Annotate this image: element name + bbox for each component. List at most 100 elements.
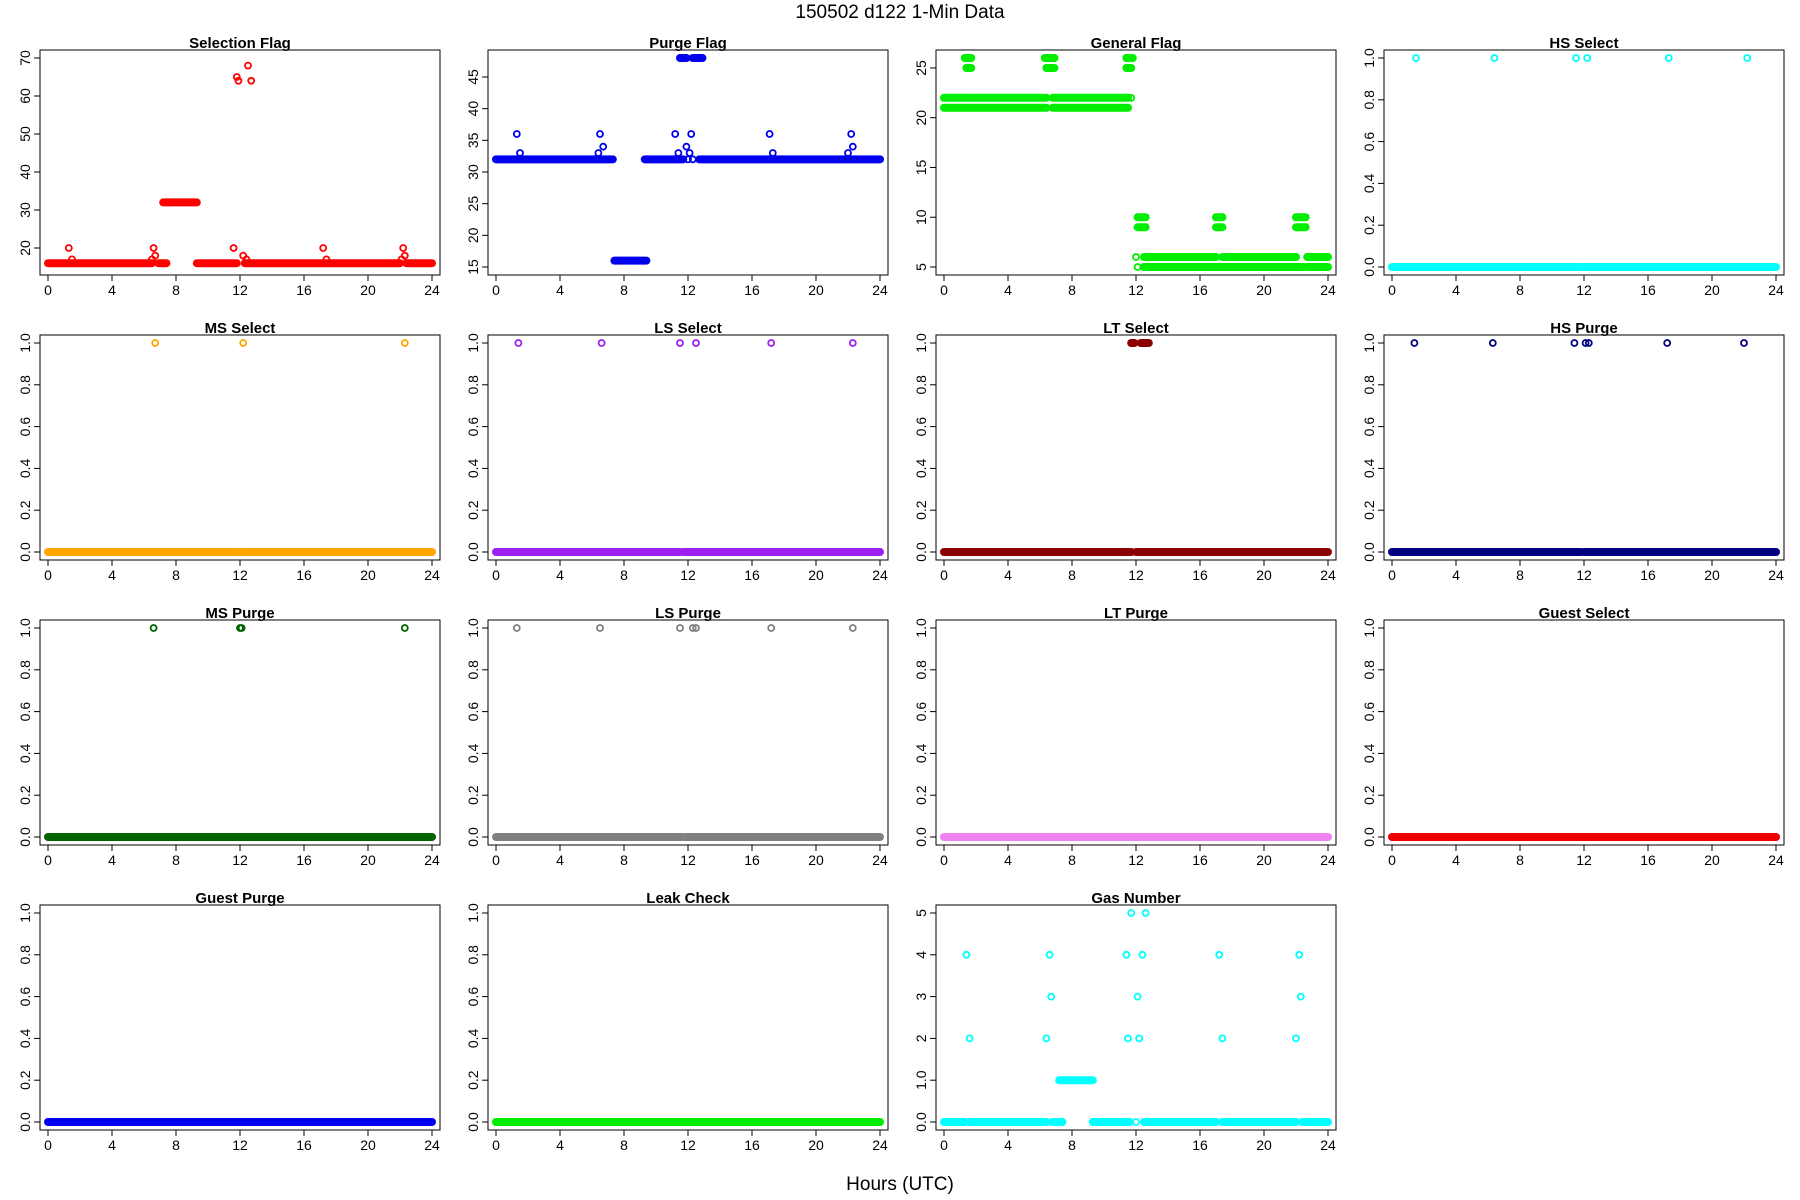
data-point [68, 255, 76, 264]
series-ms-purge [44, 624, 436, 841]
data-point [1412, 54, 1420, 62]
y-axis: 0.0 0.2 0.4 0.6 0.8 1.0 [17, 618, 40, 847]
y-tick-label: 25 [913, 60, 929, 76]
data-point [1584, 339, 1593, 347]
y-tick-label: 3 [913, 992, 929, 1000]
y-tick-label: 1.0 [913, 333, 929, 353]
plot-frame [935, 49, 1337, 276]
x-tick-label: 12 [1576, 852, 1592, 868]
y-tick-label: 0.8 [465, 375, 481, 395]
plot-frame [1383, 334, 1785, 561]
panel-lt-purge: LT Purge 0 4 8 12 16 20 24 0.0 0.2 0.4 0.6 0.8 1.0 [913, 605, 1337, 868]
x-tick-label: 4 [556, 852, 564, 868]
panel-leak-check: Leak Check 0 4 8 12 16 20 24 0.0 0.2 0.4 0.6 0.8 1.0 [465, 890, 889, 1153]
x-tick-label: 16 [296, 567, 312, 583]
data-point [1133, 992, 1142, 1001]
x-tick-label: 24 [424, 1137, 440, 1153]
x-tick-label: 0 [940, 852, 948, 868]
data-point [962, 950, 971, 959]
x-tick-label: 4 [108, 852, 116, 868]
panel-title: LS Select [654, 320, 722, 337]
data-point [1045, 950, 1054, 959]
y-tick-label: 0.4 [465, 458, 481, 478]
x-axis: 0 4 8 12 16 20 24 [940, 559, 1336, 583]
x-tick-label: 24 [424, 567, 440, 583]
data-point [1296, 992, 1305, 1001]
x-tick-label: 20 [1704, 852, 1720, 868]
figure-title: 150502 d122 1-Min Data [795, 2, 1005, 23]
data-point [688, 155, 697, 164]
x-tick-label: 12 [1128, 852, 1144, 868]
data-point [239, 339, 248, 347]
x-axis: 0 4 8 12 16 20 24 [940, 274, 1336, 298]
x-tick-label: 24 [424, 852, 440, 868]
x-tick-label: 20 [1256, 282, 1272, 298]
x-tick-label: 0 [492, 852, 500, 868]
y-tick-label: 0.0 [913, 827, 929, 847]
y-tick-label: 0.6 [465, 417, 481, 437]
y-tick-label: 0.6 [1361, 417, 1377, 437]
y-tick-label: 0.6 [465, 987, 481, 1007]
data-point [151, 251, 160, 260]
x-axis: 0 4 8 12 16 20 24 [940, 844, 1336, 868]
data-point [768, 149, 777, 157]
x-tick-label: 16 [1640, 567, 1656, 583]
x-tick-label: 16 [296, 852, 312, 868]
y-tick-label: 0.4 [17, 743, 33, 763]
y-tick-label: 0.2 [465, 500, 481, 520]
y-tick-label: 30 [17, 202, 33, 218]
panel-guest-purge: Guest Purge 0 4 8 12 16 20 24 0.0 0.2 0.4 0.6 0.8 1.0 [17, 890, 441, 1153]
data-point [692, 624, 700, 632]
y-tick-label: 0.6 [465, 702, 481, 722]
panel-title: Guest Purge [195, 890, 284, 907]
data-point [847, 130, 856, 138]
data-point [1141, 909, 1150, 917]
y-tick-label: 0.2 [1361, 785, 1377, 805]
data-point [512, 130, 521, 138]
data-point [229, 244, 238, 252]
data-point [1570, 339, 1579, 347]
data-point [1215, 950, 1224, 959]
x-tick-label: 8 [1068, 852, 1076, 868]
y-tick-label: 0.4 [1361, 458, 1377, 478]
panel-title: HS Select [1549, 35, 1618, 52]
x-tick-label: 16 [744, 1137, 760, 1153]
plot-frame [935, 334, 1337, 561]
y-axis: 0.0 0.2 0.4 0.6 0.8 1.0 [1361, 48, 1384, 277]
panel-title: Purge Flag [649, 35, 727, 52]
data-point [232, 73, 241, 81]
y-tick-label: 45 [465, 69, 481, 85]
panel-title: HS Purge [1550, 320, 1618, 337]
y-tick-label: 1.0 [465, 618, 481, 638]
data-point [1663, 339, 1672, 347]
data-point [149, 624, 158, 632]
x-tick-label: 12 [232, 852, 248, 868]
panel-title: MS Select [205, 320, 276, 337]
series-lt-select [940, 339, 1332, 556]
x-tick-label: 12 [680, 282, 696, 298]
data-point [399, 244, 408, 252]
y-tick-label: 35 [465, 132, 481, 148]
panel-general-flag: General Flag 0 4 8 12 16 20 24 5 10 15 20 25 [913, 35, 1337, 298]
data-point [149, 244, 158, 252]
data-point [1122, 950, 1131, 959]
data-point [512, 624, 521, 632]
x-axis: 0 4 8 12 16 20 24 [44, 559, 440, 583]
y-tick-label: 0.8 [1361, 660, 1377, 680]
x-tick-label: 16 [1192, 567, 1208, 583]
y-tick-label: 0.6 [1361, 702, 1377, 722]
y-tick-label: 0.2 [465, 1070, 481, 1090]
y-tick-label: 0.8 [17, 375, 33, 395]
y-tick-label: 0.2 [1361, 500, 1377, 520]
x-tick-label: 12 [1128, 282, 1144, 298]
y-tick-label: 15 [465, 259, 481, 275]
data-point [596, 624, 604, 632]
panel-title: Gas Number [1091, 890, 1180, 907]
data-point [64, 244, 73, 252]
x-tick-label: 20 [808, 852, 824, 868]
data-point [1581, 339, 1590, 347]
y-tick-label: 1.0 [913, 618, 929, 638]
x-tick-label: 24 [872, 1137, 888, 1153]
y-tick-label: 0.0 [1361, 257, 1377, 277]
